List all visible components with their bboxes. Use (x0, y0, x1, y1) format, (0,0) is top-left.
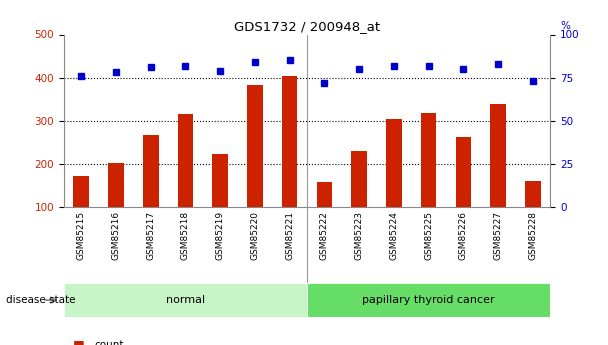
Bar (386, 119, 402, 207)
Text: GSM85220: GSM85220 (250, 211, 260, 260)
Text: GSM85223: GSM85223 (354, 211, 364, 260)
Bar (317, 182, 332, 207)
Bar (74, 176, 89, 207)
Text: GSM85224: GSM85224 (389, 211, 398, 260)
Text: GSM85218: GSM85218 (181, 211, 190, 260)
Text: GSM85216: GSM85216 (111, 211, 120, 260)
Bar (247, 85, 263, 207)
Bar (212, 154, 228, 207)
Bar (108, 163, 124, 207)
Title: GDS1732 / 200948_at: GDS1732 / 200948_at (234, 20, 380, 33)
Text: GSM85227: GSM85227 (494, 211, 503, 260)
Text: papillary thyroid cancer: papillary thyroid cancer (362, 295, 495, 305)
Bar (455, 137, 471, 207)
FancyBboxPatch shape (64, 283, 307, 317)
Bar (421, 113, 437, 207)
Text: GSM85217: GSM85217 (146, 211, 155, 260)
Bar (143, 135, 159, 207)
Text: GSM85228: GSM85228 (528, 211, 537, 260)
Text: GSM85226: GSM85226 (459, 211, 468, 260)
Bar (490, 104, 506, 207)
Text: GSM85219: GSM85219 (216, 211, 225, 260)
Bar (282, 76, 297, 207)
Text: %: % (560, 21, 570, 31)
Text: count: count (94, 340, 124, 345)
Text: GSM85215: GSM85215 (77, 211, 86, 260)
Bar (525, 181, 541, 207)
Bar (351, 151, 367, 207)
Bar (178, 114, 193, 207)
Text: GSM85225: GSM85225 (424, 211, 433, 260)
Text: ■: ■ (73, 338, 85, 345)
Text: GSM85222: GSM85222 (320, 211, 329, 260)
Text: normal: normal (166, 295, 205, 305)
Text: disease state: disease state (6, 295, 75, 305)
Text: GSM85221: GSM85221 (285, 211, 294, 260)
FancyBboxPatch shape (307, 283, 550, 317)
